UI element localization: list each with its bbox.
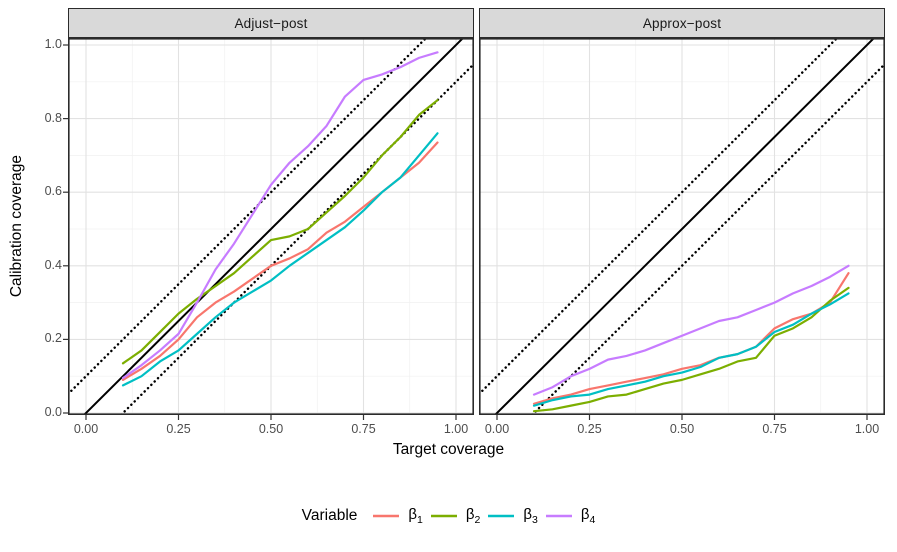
series-line-beta-1 — [532, 272, 850, 405]
legend-label: β1 — [408, 506, 423, 526]
legend-label: β4 — [580, 506, 596, 526]
legend-label: β3 — [523, 506, 538, 526]
x-tick-label: 1.00 — [854, 422, 880, 436]
x-tick-label: 0.00 — [73, 422, 99, 436]
y-tick-label: 1.0 — [44, 37, 62, 51]
legend-item-β1: β1 — [373, 506, 423, 526]
legend-line-swatch — [545, 514, 572, 518]
facet-panel-adjust-post — [63, 38, 474, 420]
y-tick-label: 0.0 — [44, 405, 62, 419]
x-tick-label: 0.25 — [577, 422, 602, 436]
x-tick-label: 0.00 — [484, 422, 510, 436]
y-tick-label: 0.4 — [44, 257, 62, 272]
dotted-reference-line — [68, 38, 428, 396]
x-tick-label: 0.25 — [166, 422, 191, 436]
series-line-beta-4 — [121, 51, 439, 380]
series-line-beta-3 — [532, 292, 850, 407]
identity-line — [82, 38, 465, 415]
series-line-beta-2 — [121, 99, 439, 365]
series-line-beta-1 — [121, 141, 439, 381]
legend-item-β4: β4 — [545, 506, 596, 526]
facet-title: Approx−post — [642, 15, 722, 31]
x-tick-label: 0.50 — [669, 422, 695, 436]
legend-line-swatch — [373, 514, 400, 518]
legend-title: Variable — [301, 507, 358, 524]
legend-line-swatch — [430, 514, 457, 518]
facet-strip-adjust-post: Adjust−post — [68, 8, 474, 38]
x-axis-title: Target coverage — [392, 441, 505, 458]
facet-title: Adjust−post — [234, 15, 308, 31]
panel-border — [68, 38, 474, 415]
y-tick-label: 0.2 — [44, 331, 62, 346]
series-line-beta-4 — [532, 264, 850, 396]
dotted-reference-line — [479, 38, 839, 396]
legend-entries: β1 β2 β3 β4 — [373, 506, 595, 526]
legend-line-swatch — [488, 514, 515, 518]
y-tick-label: 0.6 — [44, 184, 62, 199]
legend-item-β3: β3 — [488, 506, 538, 526]
facet-panel-approx-post — [479, 38, 885, 420]
legend-label: β2 — [465, 506, 481, 526]
legend-item-β2: β2 — [430, 506, 481, 526]
series-line-beta-2 — [532, 286, 850, 413]
y-axis-title-wrap: Calibration coverage — [6, 38, 28, 415]
panel-border — [479, 38, 885, 415]
x-tick-label: 0.75 — [762, 422, 787, 436]
dotted-reference-line — [530, 62, 885, 415]
series-line-beta-3 — [121, 132, 439, 387]
y-tick-label: 0.8 — [44, 110, 62, 125]
x-tick-label: 1.00 — [443, 422, 469, 436]
x-tick-label: 0.50 — [258, 422, 284, 436]
legend: Variable β1 β2 β3 β4 — [0, 500, 897, 532]
y-axis-title: Calibration coverage — [8, 155, 25, 298]
facet-strip-approx-post: Approx−post — [479, 8, 885, 38]
identity-line — [493, 38, 876, 415]
x-tick-label: 0.75 — [351, 422, 376, 436]
